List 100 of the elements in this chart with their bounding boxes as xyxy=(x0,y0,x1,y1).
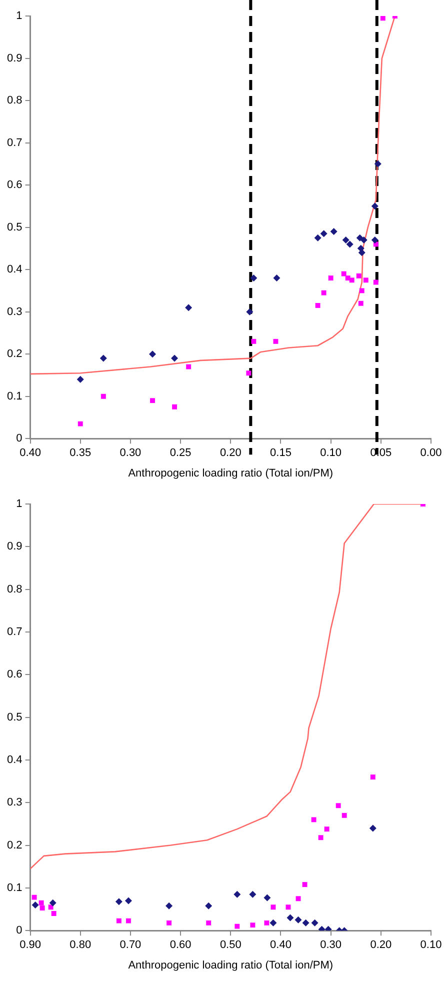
point xyxy=(294,916,302,924)
y-tick-label: 1 xyxy=(16,498,22,510)
point xyxy=(370,774,376,780)
point xyxy=(49,899,56,906)
point xyxy=(302,882,308,887)
point xyxy=(315,303,320,308)
point xyxy=(115,898,122,906)
point xyxy=(264,920,270,926)
y-tick-label: 0.3 xyxy=(6,796,22,809)
point xyxy=(124,897,132,904)
point xyxy=(311,919,318,926)
x-tick-label: 0.30 xyxy=(120,447,142,460)
point xyxy=(246,308,254,316)
point xyxy=(369,824,376,832)
point xyxy=(363,278,368,283)
point xyxy=(360,236,368,244)
point xyxy=(314,234,322,242)
point xyxy=(126,918,131,924)
point xyxy=(270,904,276,910)
point xyxy=(324,826,330,832)
y-tick-label: 0.4 xyxy=(6,754,22,766)
y-tick-label: 0.8 xyxy=(6,94,22,107)
point xyxy=(246,370,252,376)
y-tick-label: 0.7 xyxy=(6,136,22,149)
point xyxy=(371,202,378,210)
point xyxy=(166,920,172,926)
y-tick-label: 0.6 xyxy=(6,668,22,681)
x-tick-label: 0.20 xyxy=(370,939,392,952)
point xyxy=(349,278,354,283)
x-tick-label: 0.50 xyxy=(220,939,242,952)
x-tick-label: 0.60 xyxy=(170,939,192,952)
point xyxy=(358,249,366,256)
point xyxy=(78,421,83,426)
point xyxy=(336,803,341,808)
point xyxy=(286,914,294,922)
point xyxy=(374,160,382,168)
point xyxy=(250,922,256,928)
y-tick-label: 0.4 xyxy=(6,264,22,276)
point xyxy=(342,236,350,244)
point xyxy=(342,812,347,818)
point xyxy=(359,288,364,294)
point xyxy=(40,906,45,910)
point xyxy=(250,274,258,282)
point xyxy=(76,376,84,383)
point xyxy=(234,890,241,898)
point xyxy=(371,236,378,244)
point xyxy=(341,271,346,276)
x-tick-label: 0.10 xyxy=(320,447,342,460)
x-tick-label: 0.15 xyxy=(270,447,292,460)
point xyxy=(330,228,338,236)
point xyxy=(328,276,334,280)
y-tick-label: 0.9 xyxy=(6,52,22,64)
x-tick-label: 0.30 xyxy=(320,939,342,952)
y-tick-label: 0 xyxy=(16,924,22,937)
x-tick-label: 0.00 xyxy=(420,447,442,460)
x-axis-title: Anthropogenic loading ratio (Total ion/PM) xyxy=(128,467,334,480)
point xyxy=(311,817,316,822)
point xyxy=(149,350,156,358)
x-tick-label: 0.80 xyxy=(70,939,92,952)
point xyxy=(270,919,277,926)
y-tick-label: 1 xyxy=(16,10,22,22)
point xyxy=(321,290,326,296)
point xyxy=(320,230,328,238)
point xyxy=(324,926,332,931)
y-tick-label: 0.6 xyxy=(6,179,22,192)
x-tick-label: 0.90 xyxy=(20,939,41,952)
y-tick-label: 0 xyxy=(16,432,22,445)
point xyxy=(249,890,256,898)
x-tick-label: 0.10 xyxy=(420,939,442,952)
point xyxy=(286,904,291,910)
x-tick-label: 0.40 xyxy=(270,939,292,952)
x-tick-label: 0.20 xyxy=(220,447,242,460)
point xyxy=(32,894,37,900)
y-tick-label: 0.8 xyxy=(6,583,22,596)
y-tick-label: 0.2 xyxy=(6,839,22,852)
point xyxy=(38,900,44,906)
x-tick-label: 0.40 xyxy=(20,447,41,460)
y-tick-label: 0.7 xyxy=(6,626,22,638)
point xyxy=(273,338,278,344)
x-tick-label: 0.35 xyxy=(70,447,92,460)
point xyxy=(171,354,178,362)
point xyxy=(318,835,324,840)
y-tick-label: 0.1 xyxy=(6,882,22,894)
point xyxy=(51,911,56,916)
y-tick-label: 0.5 xyxy=(6,711,22,724)
point xyxy=(251,338,256,344)
x-tick-label: 0.05 xyxy=(370,447,392,460)
point xyxy=(356,273,362,278)
x-axis-title: Anthropogenic loading ratio (Total ion/PM) xyxy=(128,959,334,972)
point xyxy=(172,404,178,410)
point xyxy=(206,920,212,926)
point xyxy=(32,902,39,909)
point xyxy=(373,280,378,285)
y-tick-label: 0.9 xyxy=(6,540,22,553)
point xyxy=(358,300,364,306)
point xyxy=(264,894,271,902)
y-tick-label: 0.3 xyxy=(6,306,22,318)
point xyxy=(380,16,386,21)
point xyxy=(234,924,240,929)
point xyxy=(116,918,122,924)
